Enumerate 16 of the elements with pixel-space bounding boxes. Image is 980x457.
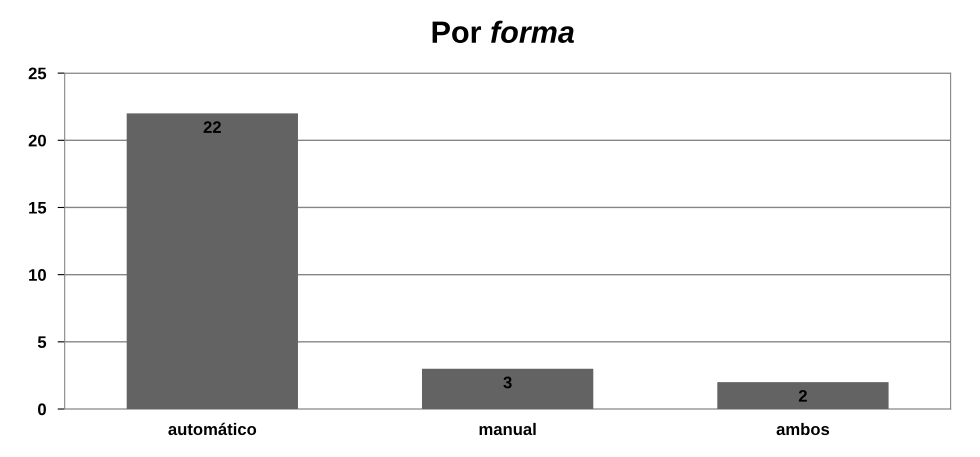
y-tick-label: 0 — [38, 403, 46, 416]
y-tick-label: 20 — [28, 134, 46, 146]
chart-title: Por forma — [432, 20, 574, 44]
y-tick-label: 10 — [29, 269, 46, 281]
y-tick-label: 5 — [38, 336, 46, 348]
data-label: 3 — [503, 376, 512, 388]
bar — [717, 382, 889, 410]
bar — [126, 113, 298, 410]
x-tick-label: ambos — [776, 422, 830, 436]
data-label: 2 — [798, 390, 807, 402]
y-tick-label: 25 — [28, 68, 46, 80]
x-tick-label: automático — [168, 422, 256, 436]
y-tick-label: 15 — [29, 202, 46, 214]
x-tick-label: manual — [480, 422, 536, 436]
data-label: 22 — [204, 121, 221, 133]
bar — [422, 368, 594, 410]
